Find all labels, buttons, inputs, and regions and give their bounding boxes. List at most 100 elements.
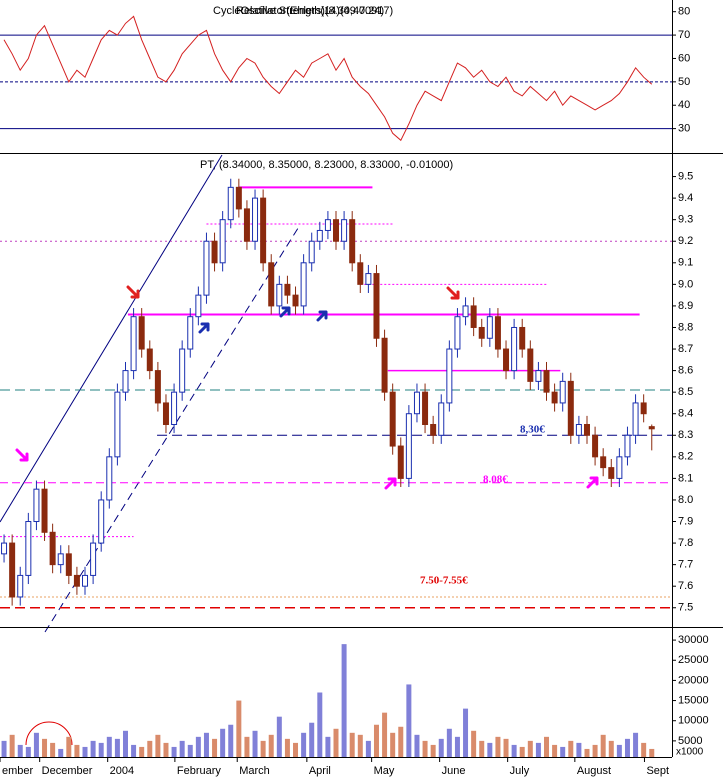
trend-line xyxy=(0,154,223,523)
y-tick-label: 80 xyxy=(678,6,690,18)
indicator-line xyxy=(3,15,653,142)
volume-bar xyxy=(576,742,582,757)
volume-bar xyxy=(398,726,404,757)
volume-bar xyxy=(446,728,452,757)
y-tick-label: 8.0 xyxy=(678,494,693,506)
y-tick-label: 7.8 xyxy=(678,537,693,549)
volume-bar xyxy=(74,744,80,757)
candle-body xyxy=(146,348,153,372)
volume-bar xyxy=(155,734,161,757)
volume-bar xyxy=(600,734,606,757)
candle-body xyxy=(235,186,242,210)
volume-bar xyxy=(1,740,7,757)
volume-bar xyxy=(187,744,193,757)
candle-body xyxy=(276,283,283,307)
y-tick-label: 30000 xyxy=(678,634,709,646)
y-tick-label: 50 xyxy=(678,76,690,88)
candle-body xyxy=(575,423,582,436)
y-tick-label: 8.6 xyxy=(678,365,693,377)
candle-body xyxy=(179,348,186,393)
volume-bar xyxy=(463,708,469,757)
volume-bar xyxy=(382,712,388,757)
trend-line xyxy=(44,224,301,633)
volume-bar xyxy=(357,734,363,757)
volume-bar xyxy=(98,742,104,757)
volume-bar xyxy=(544,736,550,757)
volume-bar xyxy=(641,742,647,757)
y-tick-label: 40 xyxy=(678,99,690,111)
candle-body xyxy=(41,488,48,533)
volume-bar xyxy=(503,738,509,757)
candle-body xyxy=(486,316,493,339)
y-tick-label: 9.2 xyxy=(678,235,693,247)
volume-bar xyxy=(220,728,226,757)
volume-bar xyxy=(414,734,420,757)
y-tick-label: 8.2 xyxy=(678,451,693,463)
volume-bar xyxy=(487,742,493,757)
candle-body xyxy=(583,423,590,436)
candle-body xyxy=(648,426,655,430)
x-tick-label: ember xyxy=(2,765,34,777)
volume-bar xyxy=(422,740,428,757)
candle-body xyxy=(227,186,234,221)
volume-bar xyxy=(608,740,614,757)
y-tick-label: 9.3 xyxy=(678,214,693,226)
candle-body xyxy=(478,326,485,339)
volume-bar xyxy=(106,736,112,757)
x-tick-label: May xyxy=(374,765,395,777)
y-tick-label: 20000 xyxy=(678,674,709,686)
candle-body xyxy=(324,219,331,231)
candle-body xyxy=(98,499,105,544)
candle-body xyxy=(252,197,259,242)
volume-bar xyxy=(276,716,282,757)
x-tick-label: 2004 xyxy=(110,765,134,777)
candle-body xyxy=(592,434,599,458)
candle-body xyxy=(430,423,437,436)
candle-body xyxy=(162,402,169,425)
candle-body xyxy=(503,348,510,372)
candle-body xyxy=(640,402,647,415)
candle-body xyxy=(243,208,250,242)
candle-body xyxy=(73,574,80,587)
volume-bar xyxy=(390,732,396,757)
volume-bar xyxy=(519,746,525,757)
candle-body xyxy=(195,294,202,318)
candle-body xyxy=(454,316,461,350)
candle-body xyxy=(389,391,396,447)
y-tick-label: 9.1 xyxy=(678,257,693,269)
volume-bar xyxy=(373,724,379,757)
candle-body xyxy=(405,413,412,479)
volume-bar xyxy=(252,730,258,757)
volume-bar xyxy=(527,740,533,757)
candle-body xyxy=(211,240,218,264)
candle-body xyxy=(632,402,639,436)
volume-bar xyxy=(122,730,128,757)
y-tick-label: 60 xyxy=(678,52,690,64)
candle-body xyxy=(171,391,178,425)
volume-bar xyxy=(301,732,307,757)
candle-body xyxy=(106,456,113,501)
volume-bar xyxy=(479,740,485,757)
annotation: 8,30€ xyxy=(520,424,545,436)
volume-bar xyxy=(616,744,622,757)
candle-body xyxy=(422,391,429,425)
candle-body xyxy=(567,380,574,436)
volume-bar xyxy=(649,748,655,757)
candle-body xyxy=(203,240,210,296)
volume-bar xyxy=(179,740,185,757)
candle-body xyxy=(308,240,315,264)
candle-body xyxy=(187,316,194,350)
candle-body xyxy=(551,391,558,404)
candle-body xyxy=(316,229,323,242)
y-tick-label: 8.4 xyxy=(678,408,693,420)
volume-bar xyxy=(114,738,120,757)
volume-bar xyxy=(438,738,444,757)
volume-bar xyxy=(131,744,137,757)
x-tick-label: December xyxy=(42,765,93,777)
volume-bar xyxy=(147,740,153,757)
y-tick-label: 15000 xyxy=(678,694,709,706)
indicator-label: Relative Strength(14)(49.00917) xyxy=(236,5,393,17)
y-tick-label: 7.5 xyxy=(678,602,693,614)
candle-body xyxy=(49,531,56,566)
